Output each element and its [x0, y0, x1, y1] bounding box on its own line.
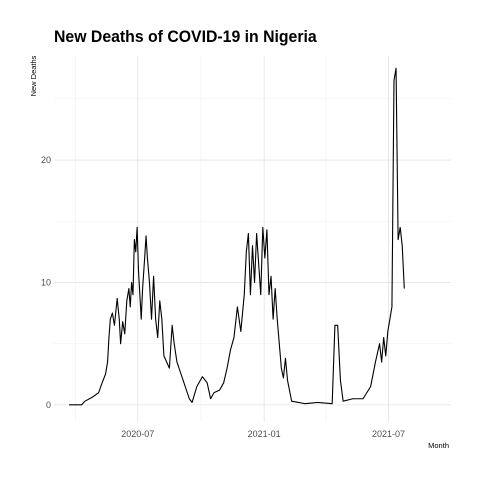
series-line: [69, 67, 405, 406]
y-tick-label: 20: [41, 155, 51, 165]
grid: [54, 56, 451, 422]
x-tick-label: 2021-07: [372, 429, 405, 439]
x-tick-label: 2020-07: [121, 429, 154, 439]
x-axis-title: Month: [428, 441, 449, 450]
y-tick-label: 0: [46, 400, 51, 410]
tick-labels: 0 10 20 2020-07 2021-01 2021-07: [41, 155, 405, 439]
y-axis-title: New Deaths: [29, 55, 38, 96]
chart-title: New Deaths of COVID-19 in Nigeria: [54, 27, 317, 46]
x-tick-label: 2021-01: [248, 429, 281, 439]
y-tick-label: 10: [41, 277, 51, 287]
